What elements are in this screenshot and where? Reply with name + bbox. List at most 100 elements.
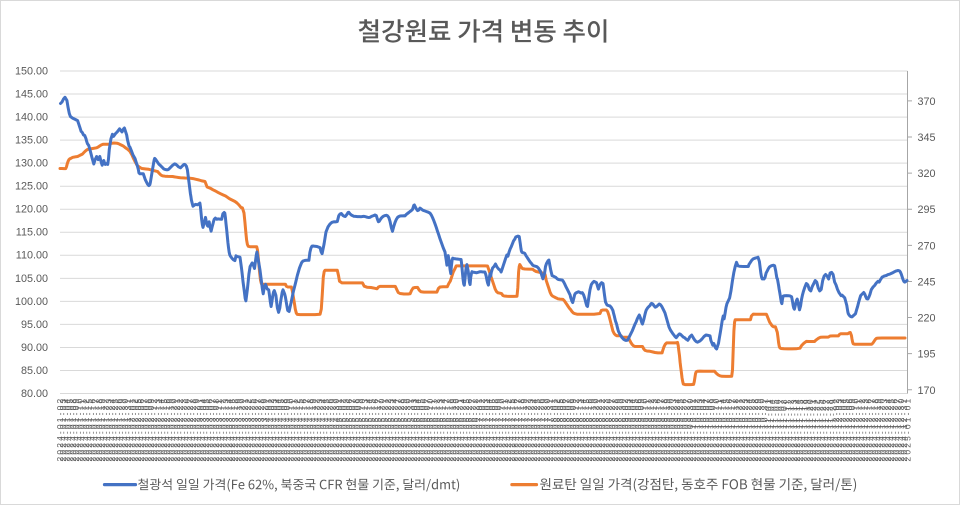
svg-text:2024-04-12: 2024-04-12 [292, 397, 302, 462]
svg-text:2024-01-03: 2024-01-03 [58, 397, 68, 462]
svg-text:220: 220 [918, 313, 936, 325]
svg-text:2024-07-08: 2024-07-08 [490, 397, 500, 462]
svg-text:2024-10-18: 2024-10-18 [730, 397, 740, 462]
svg-text:2024-07-22: 2024-07-22 [522, 397, 532, 462]
svg-text:2024-12-27: 2024-12-27 [893, 397, 903, 462]
svg-text:2024-11-18: 2024-11-18 [798, 397, 808, 461]
svg-text:2024-10-01: 2024-10-01 [688, 397, 698, 462]
svg-text:2024-11-14: 2024-11-14 [792, 397, 802, 461]
svg-text:2024-07-04: 2024-07-04 [484, 397, 494, 462]
svg-text:2024-10-21: 2024-10-21 [734, 397, 744, 462]
svg-text:110.00: 110.00 [16, 250, 48, 262]
svg-text:2024-03-11: 2024-03-11 [214, 397, 224, 461]
svg-text:2024-11-22: 2024-11-22 [811, 397, 821, 461]
svg-text:2024-02-15: 2024-02-15 [159, 397, 169, 462]
svg-text:2024-08-08: 2024-08-08 [565, 397, 575, 462]
svg-text:2024-11-11: 2024-11-11 [782, 398, 792, 462]
svg-text:2024-12-17: 2024-12-17 [867, 397, 877, 462]
svg-text:2024-09-25: 2024-09-25 [675, 397, 685, 462]
svg-text:2024-04-01: 2024-04-01 [263, 397, 273, 462]
svg-text:2024-02-06: 2024-02-06 [136, 397, 146, 462]
svg-text:2024-05-27: 2024-05-27 [393, 397, 403, 462]
svg-text:2024-12-19: 2024-12-19 [873, 397, 883, 462]
svg-text:2024-07-31: 2024-07-31 [545, 397, 555, 462]
svg-text:2024-11-25: 2024-11-25 [815, 397, 825, 461]
svg-text:2024-08-02: 2024-08-02 [552, 397, 562, 462]
svg-text:2024-06-27: 2024-06-27 [467, 397, 477, 462]
svg-text:2024-09-26: 2024-09-26 [678, 397, 688, 462]
svg-text:2024-11-21: 2024-11-21 [808, 397, 818, 461]
svg-text:2024-08-12: 2024-08-12 [571, 397, 581, 462]
svg-text:2024-09-23: 2024-09-23 [669, 397, 679, 462]
svg-text:2024-03-05: 2024-03-05 [201, 397, 211, 462]
svg-text:2024-05-08: 2024-05-08 [350, 397, 360, 462]
svg-text:2024-11-12: 2024-11-12 [786, 397, 796, 461]
svg-text:345: 345 [918, 132, 936, 144]
svg-text:2024-07-29: 2024-07-29 [539, 397, 549, 462]
svg-text:2024-02-13: 2024-02-13 [152, 397, 162, 462]
svg-text:2024-05-02: 2024-05-02 [337, 397, 347, 462]
svg-text:120.00: 120.00 [15, 204, 48, 216]
svg-text:2024-06-18: 2024-06-18 [445, 397, 455, 462]
svg-text:2024-03-18: 2024-03-18 [230, 397, 240, 462]
svg-text:2024-01-26: 2024-01-26 [113, 397, 123, 462]
svg-text:2024-01-19: 2024-01-19 [97, 397, 107, 462]
svg-text:2024-05-13: 2024-05-13 [360, 397, 370, 462]
svg-text:2024-07-18: 2024-07-18 [516, 397, 526, 462]
svg-text:2024-09-13: 2024-09-13 [649, 397, 659, 462]
svg-text:2024-04-11: 2024-04-11 [289, 397, 299, 461]
svg-text:2024-08-01: 2024-08-01 [548, 397, 558, 462]
svg-text:2024-08-20: 2024-08-20 [591, 397, 601, 462]
svg-text:2024-02-16: 2024-02-16 [162, 397, 172, 462]
svg-text:2024-05-22: 2024-05-22 [383, 397, 393, 462]
svg-text:2024-11-08: 2024-11-08 [779, 397, 789, 461]
svg-text:2024-04-26: 2024-04-26 [324, 397, 334, 462]
svg-text:2024-06-26: 2024-06-26 [464, 397, 474, 462]
svg-text:2024-05-28: 2024-05-28 [396, 397, 406, 462]
svg-text:2024-01-15: 2024-01-15 [84, 397, 94, 462]
svg-text:2024-10-23: 2024-10-23 [740, 397, 750, 462]
svg-text:2024-06-03: 2024-06-03 [409, 397, 419, 462]
svg-text:2024-05-21: 2024-05-21 [380, 397, 390, 462]
svg-text:2024-03-26: 2024-03-26 [250, 397, 260, 462]
svg-text:2024-09-12: 2024-09-12 [646, 397, 656, 462]
svg-text:2024-09-11: 2024-09-11 [643, 397, 653, 461]
svg-text:2024-03-13: 2024-03-13 [221, 397, 231, 462]
svg-text:2024-07-16: 2024-07-16 [510, 397, 520, 462]
svg-text:2024-02-21: 2024-02-21 [172, 397, 182, 462]
svg-text:2024-01-22: 2024-01-22 [100, 397, 110, 462]
svg-text:2024-09-10: 2024-09-10 [639, 397, 649, 462]
svg-text:2024-05-23: 2024-05-23 [386, 397, 396, 462]
svg-text:2024-05-10: 2024-05-10 [357, 397, 367, 462]
svg-text:2024-08-29: 2024-08-29 [613, 397, 623, 462]
svg-text:2024-12-23: 2024-12-23 [880, 397, 890, 462]
svg-text:2024-05-14: 2024-05-14 [363, 397, 373, 462]
svg-text:2024-08-13: 2024-08-13 [574, 397, 584, 462]
svg-text:2024-09-02: 2024-09-02 [620, 397, 630, 462]
svg-text:2024-07-23: 2024-07-23 [526, 397, 536, 462]
svg-text:2024-03-08: 2024-03-08 [211, 397, 221, 462]
svg-text:2024-05-20: 2024-05-20 [376, 397, 386, 462]
svg-text:2024-04-03: 2024-04-03 [269, 397, 279, 462]
svg-text:2024-12-20: 2024-12-20 [876, 397, 886, 462]
svg-text:2024-01-18: 2024-01-18 [94, 397, 104, 462]
svg-text:2024-11-07: 2024-11-07 [776, 397, 786, 461]
svg-text:2024-11-06: 2024-11-06 [773, 397, 783, 461]
svg-text:2024-05-30: 2024-05-30 [402, 397, 412, 462]
svg-text:2024-11-13: 2024-11-13 [789, 397, 799, 461]
svg-text:2024-02-23: 2024-02-23 [178, 397, 188, 462]
svg-text:2024-11-27: 2024-11-27 [821, 397, 831, 461]
svg-text:150.00: 150.00 [15, 65, 48, 77]
svg-text:2024-02-02: 2024-02-02 [130, 397, 140, 462]
svg-text:2024-03-19: 2024-03-19 [233, 397, 243, 462]
svg-text:2024-03-14: 2024-03-14 [224, 397, 234, 462]
svg-text:2024-12-30: 2024-12-30 [896, 397, 906, 462]
svg-text:2024-08-06: 2024-08-06 [558, 397, 568, 462]
svg-text:2024-05-01: 2024-05-01 [334, 397, 344, 462]
svg-text:2024-06-12: 2024-06-12 [432, 397, 442, 462]
svg-text:2024-10-14: 2024-10-14 [717, 397, 727, 462]
svg-text:2024-05-17: 2024-05-17 [373, 397, 383, 462]
svg-text:2024-10-11: 2024-10-11 [714, 397, 724, 461]
svg-text:2024-01-05: 2024-01-05 [65, 397, 75, 462]
svg-text:2024-02-29: 2024-02-29 [191, 397, 201, 462]
